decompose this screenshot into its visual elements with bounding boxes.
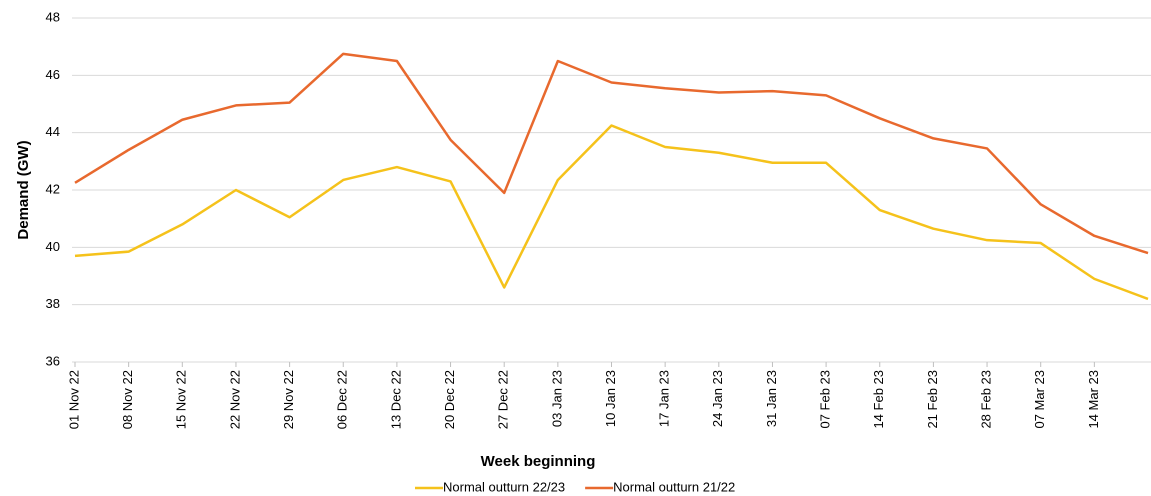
x-tick-label: 21 Feb 23 [925,370,940,429]
x-tick-label: 14 Feb 23 [871,370,886,429]
x-tick-label: 01 Nov 22 [66,370,81,429]
x-tick-label: 31 Jan 23 [764,370,779,427]
x-tick-label: 10 Jan 23 [603,370,618,427]
legend-label: Normal outturn 22/23 [443,479,565,494]
x-tick-label: 20 Dec 22 [442,370,457,429]
x-tick-label: 06 Dec 22 [335,370,350,429]
x-tick-label: 14 Mar 23 [1086,370,1101,429]
y-tick-label: 42 [46,181,60,196]
y-tick-label: 44 [46,124,60,139]
y-tick-label: 40 [46,239,60,254]
x-tick-label: 28 Feb 23 [978,370,993,429]
x-tick-label: 27 Dec 22 [496,370,511,429]
line-series [74,52,1149,255]
x-tick-label: 07 Feb 23 [818,370,833,429]
x-tick-label: 15 Nov 22 [174,370,189,429]
x-axis-title: Week beginning [481,453,596,470]
x-tick-label: 24 Jan 23 [710,370,725,427]
y-tick-label: 38 [46,296,60,311]
x-tick-label: 29 Nov 22 [281,370,296,429]
y-tick-label: 48 [46,9,60,24]
x-tick-label: 17 Jan 23 [657,370,672,427]
y-tick-label: 46 [46,67,60,82]
line-series [74,124,1149,301]
x-tick-label: 03 Jan 23 [549,370,564,427]
x-tick-label: 08 Nov 22 [120,370,135,429]
y-tick-label: 36 [46,353,60,368]
x-tick-label: 13 Dec 22 [388,370,403,429]
x-tick-label: 07 Mar 23 [1032,370,1047,429]
y-axis-title: Demand (GW) [15,140,32,239]
x-tick-label: 22 Nov 22 [227,370,242,429]
legend-label: Normal outturn 21/22 [613,479,735,494]
